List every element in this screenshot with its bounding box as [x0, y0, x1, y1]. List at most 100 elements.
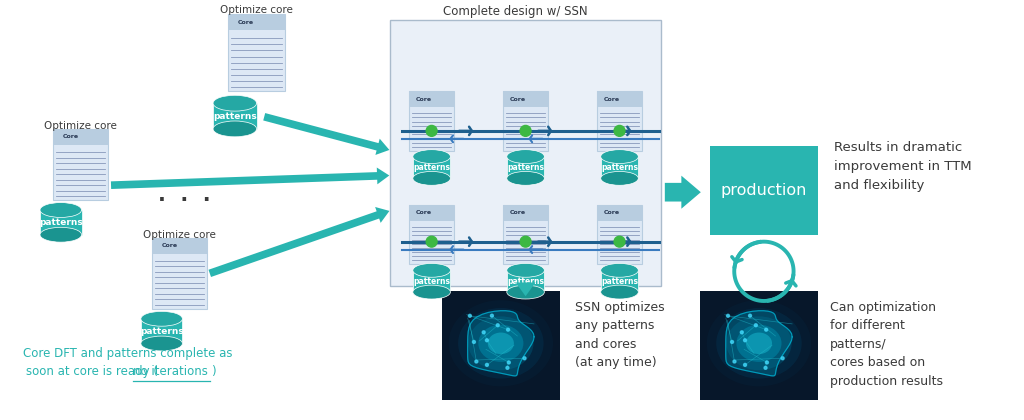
- Circle shape: [507, 361, 510, 364]
- Ellipse shape: [601, 150, 638, 163]
- Ellipse shape: [213, 95, 257, 111]
- Ellipse shape: [507, 263, 545, 277]
- Polygon shape: [726, 311, 793, 376]
- Text: Core: Core: [416, 97, 431, 102]
- Ellipse shape: [507, 150, 545, 163]
- Ellipse shape: [487, 333, 514, 354]
- Circle shape: [614, 126, 625, 136]
- Text: no iterations: no iterations: [133, 365, 208, 378]
- Circle shape: [781, 357, 784, 360]
- Circle shape: [472, 341, 475, 344]
- FancyBboxPatch shape: [597, 91, 642, 151]
- Circle shape: [485, 339, 488, 342]
- Polygon shape: [413, 270, 451, 292]
- FancyBboxPatch shape: [409, 91, 455, 151]
- Text: ·  ·  ·: · · ·: [158, 190, 211, 210]
- FancyBboxPatch shape: [409, 205, 455, 265]
- Circle shape: [426, 236, 437, 247]
- Text: Can optimization
for different
patterns/
cores based on
production results: Can optimization for different patterns/…: [830, 301, 943, 388]
- Polygon shape: [40, 210, 82, 235]
- Text: Core: Core: [603, 97, 620, 102]
- FancyBboxPatch shape: [699, 291, 818, 400]
- Text: patterns: patterns: [601, 163, 638, 172]
- FancyBboxPatch shape: [53, 129, 108, 200]
- Circle shape: [507, 328, 510, 331]
- Polygon shape: [507, 270, 545, 292]
- Text: patterns: patterns: [213, 112, 257, 121]
- Text: patterns: patterns: [413, 163, 451, 172]
- Text: Core: Core: [162, 243, 178, 248]
- Circle shape: [730, 341, 733, 344]
- Text: patterns: patterns: [413, 277, 451, 286]
- Ellipse shape: [601, 285, 638, 299]
- FancyBboxPatch shape: [153, 238, 207, 309]
- Ellipse shape: [507, 285, 545, 299]
- Ellipse shape: [40, 227, 82, 242]
- Text: Optimize core: Optimize core: [143, 230, 216, 240]
- Ellipse shape: [507, 171, 545, 185]
- FancyBboxPatch shape: [228, 14, 286, 30]
- Text: patterns: patterns: [507, 277, 544, 286]
- Circle shape: [764, 366, 767, 369]
- Circle shape: [733, 360, 736, 363]
- Circle shape: [740, 331, 743, 334]
- Polygon shape: [601, 270, 638, 292]
- Circle shape: [426, 126, 437, 136]
- Text: SSN optimizes
any patterns
and cores
(at any time): SSN optimizes any patterns and cores (at…: [575, 301, 665, 370]
- Text: Complete design w/ SSN: Complete design w/ SSN: [443, 5, 588, 18]
- Circle shape: [468, 314, 471, 317]
- Circle shape: [497, 324, 500, 327]
- Polygon shape: [601, 157, 638, 178]
- FancyBboxPatch shape: [409, 205, 455, 221]
- Text: Core: Core: [239, 20, 254, 25]
- Circle shape: [755, 324, 758, 327]
- Circle shape: [490, 314, 494, 317]
- Text: patterns: patterns: [39, 218, 83, 227]
- Ellipse shape: [40, 202, 82, 218]
- FancyBboxPatch shape: [390, 20, 662, 286]
- Text: Core: Core: [509, 97, 525, 102]
- FancyBboxPatch shape: [597, 91, 642, 107]
- Ellipse shape: [213, 121, 257, 137]
- Ellipse shape: [449, 300, 553, 386]
- Ellipse shape: [413, 263, 451, 277]
- Ellipse shape: [413, 171, 451, 185]
- FancyBboxPatch shape: [503, 205, 548, 265]
- Text: Results in dramatic
improvement in TTM
and flexibility: Results in dramatic improvement in TTM a…: [835, 141, 972, 192]
- FancyBboxPatch shape: [503, 205, 548, 221]
- Text: Optimize core: Optimize core: [220, 5, 293, 15]
- Text: patterns: patterns: [139, 327, 183, 336]
- Ellipse shape: [736, 325, 781, 362]
- Text: Core: Core: [62, 134, 79, 139]
- Ellipse shape: [716, 308, 802, 378]
- Circle shape: [506, 366, 509, 369]
- Ellipse shape: [478, 325, 523, 362]
- Text: patterns: patterns: [507, 163, 544, 172]
- Ellipse shape: [141, 336, 182, 351]
- Polygon shape: [141, 319, 182, 344]
- Ellipse shape: [726, 316, 792, 370]
- FancyBboxPatch shape: [153, 238, 207, 254]
- Text: Core DFT and patterns complete as: Core DFT and patterns complete as: [24, 347, 232, 360]
- Polygon shape: [468, 311, 535, 376]
- Circle shape: [766, 361, 768, 364]
- FancyBboxPatch shape: [503, 91, 548, 107]
- FancyBboxPatch shape: [597, 205, 642, 265]
- Circle shape: [614, 236, 625, 247]
- FancyBboxPatch shape: [441, 291, 560, 400]
- Circle shape: [765, 328, 768, 331]
- Circle shape: [726, 314, 729, 317]
- FancyBboxPatch shape: [228, 14, 286, 91]
- Text: Core: Core: [416, 210, 431, 215]
- Circle shape: [482, 331, 485, 334]
- FancyBboxPatch shape: [409, 91, 455, 107]
- Circle shape: [749, 314, 752, 317]
- FancyBboxPatch shape: [53, 129, 108, 145]
- FancyBboxPatch shape: [597, 205, 642, 221]
- Ellipse shape: [468, 316, 534, 370]
- Ellipse shape: [141, 311, 182, 326]
- Text: Core: Core: [509, 210, 525, 215]
- Circle shape: [523, 357, 526, 360]
- Text: Optimize core: Optimize core: [44, 121, 117, 131]
- Ellipse shape: [745, 333, 772, 354]
